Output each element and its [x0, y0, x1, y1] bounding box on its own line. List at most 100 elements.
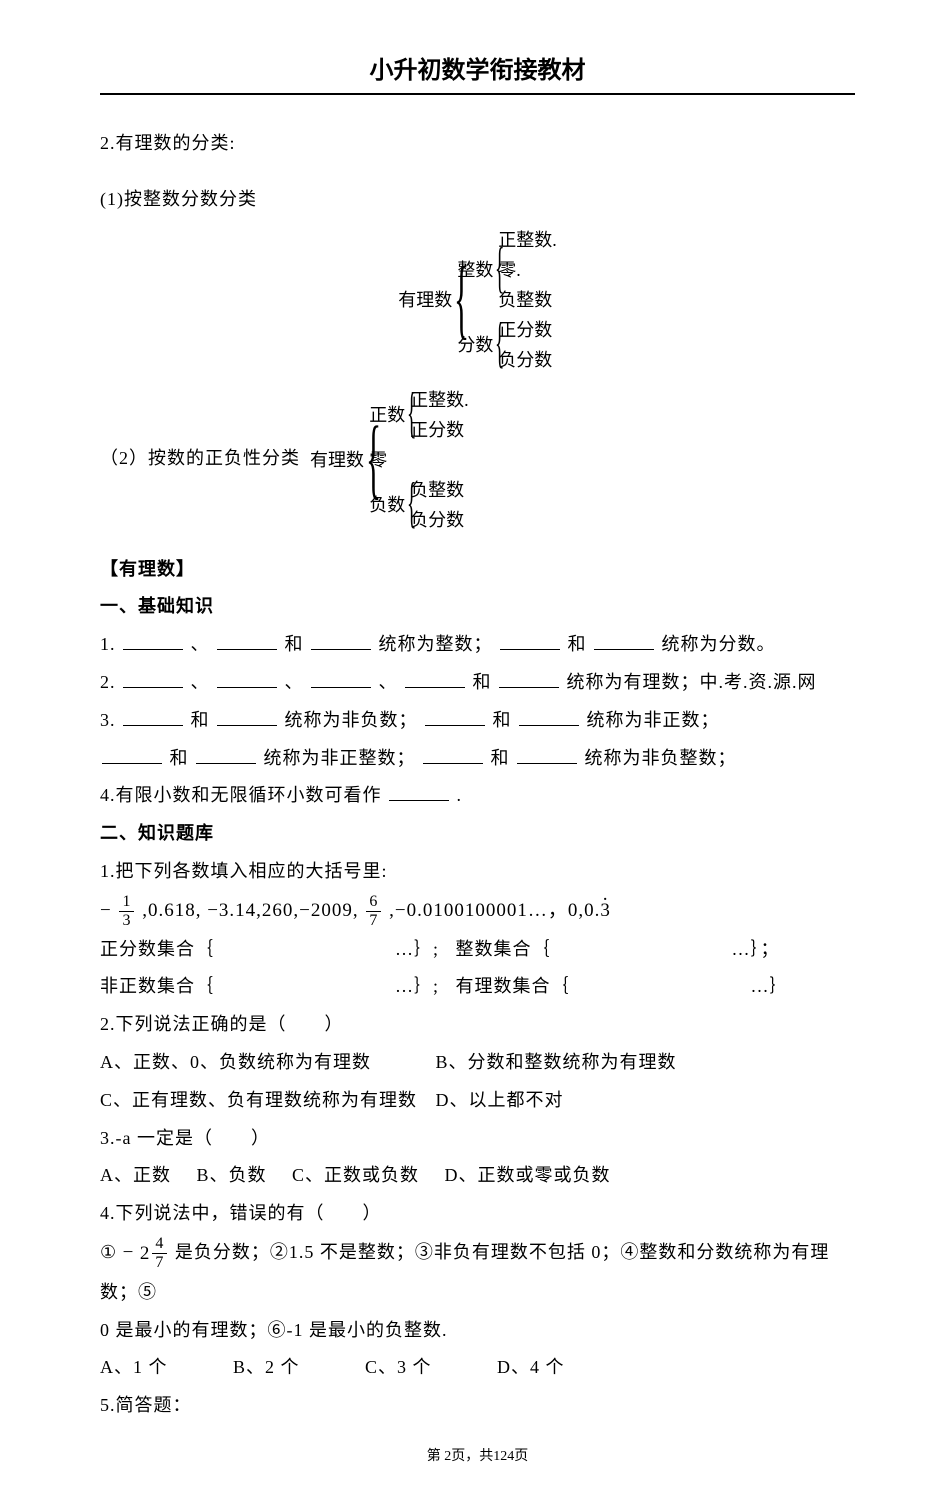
brace-icon: { [407, 478, 416, 528]
blank [500, 632, 560, 650]
q4-line: 4.有限小数和无限循环小数可看作 . [100, 777, 855, 815]
set-rational: 有理数集合｛ [456, 976, 570, 996]
q4-optB: B、2 个 [233, 1349, 300, 1387]
blank [594, 632, 654, 650]
blank [123, 708, 183, 726]
q4-optC: C、3 个 [365, 1349, 432, 1387]
set-nonpos: 非正数集合｛ [100, 976, 214, 996]
leaf-negint: 负整数 [498, 285, 557, 313]
q3-b: 和 [191, 710, 210, 730]
leaf-posfrac: 正分数 [498, 315, 552, 343]
q2-optD: D、以上都不对 [436, 1090, 564, 1110]
den: 7 [155, 1254, 164, 1271]
leaf-posint2: 正整数. [410, 385, 469, 413]
footer-page: 2 [444, 1449, 451, 1464]
document-title: 小升初数学衔接教材 [100, 50, 855, 85]
leaf-zero: 零. [498, 255, 557, 283]
blank [499, 670, 559, 688]
q1-c: 和 [285, 634, 304, 654]
leaf-posfrac2: 正分数 [410, 415, 469, 443]
q2-f: 统称为有理数；中.考.资.源.网 [567, 672, 817, 692]
q4-opts: A、1 个 B、2 个 C、3 个 D、4 个 [100, 1349, 855, 1387]
blank [217, 632, 277, 650]
repeating-3: 3 [600, 891, 611, 931]
seq2: −3.14,260,−2009, [207, 900, 358, 921]
dots4: …｝ [751, 976, 789, 996]
q3f-c: 和 [491, 748, 510, 768]
q4-s1a: ① [100, 1242, 117, 1262]
q4-text: 4.有限小数和无限循环小数可看作 [100, 785, 382, 805]
sub2-label: （2）按数的正负性分类 [100, 440, 310, 478]
den: 3 [122, 912, 131, 929]
q2-opts-row1: A、正数、0、负数统称为有理数 B、分数和整数统称为有理数 [100, 1044, 855, 1082]
q2-opts-row2: C、正有理数、负有理数统称为有理数 D、以上都不对 [100, 1082, 855, 1120]
leaf-negfrac: 负分数 [498, 345, 552, 373]
q3-e: 统称为非正数； [587, 710, 720, 730]
sub1-label: (1)按整数分数分类 [100, 181, 310, 219]
tree1-root: 有理数 [398, 286, 454, 312]
q3-optD: D、正数或零或负数 [445, 1157, 611, 1195]
p2-q5: 5.简答题： [100, 1387, 855, 1425]
blank [217, 670, 277, 688]
q4-optA: A、1 个 [100, 1349, 168, 1387]
leaf-zero2: 零 [369, 445, 468, 473]
sub2-row: （2）按数的正负性分类 有理数 { 正数 { 正整数. 正分数 零 负数 { [100, 385, 855, 533]
blank [389, 783, 449, 801]
num: 4 [152, 1236, 167, 1254]
blank [217, 708, 277, 726]
tree-1: 有理数 { 整数 { 正整数. 零. 负整数 分数 { 正分数 [100, 225, 855, 373]
blank [519, 708, 579, 726]
q3f-d: 统称为非负整数； [585, 748, 737, 768]
set-posfrac: 正分数集合｛ [100, 939, 214, 959]
dots2: …｝； [732, 939, 780, 959]
brace-icon: { [366, 418, 381, 499]
blank [196, 746, 256, 764]
q1-f: 统称为分数。 [662, 634, 776, 654]
brace-icon: { [454, 258, 469, 339]
q3-line1: 3. 和 统称为非负数； 和 统称为非正数； [100, 702, 855, 740]
part1-title: 一、基础知识 [100, 588, 855, 626]
part2-title: 二、知识题库 [100, 815, 855, 853]
page-container: 小升初数学衔接教材 2.有理数的分类: (1)按整数分数分类 有理数 { 整数 … [0, 0, 945, 1495]
footer-suffix: 页 [514, 1449, 528, 1464]
q2-d: 、 [379, 672, 398, 692]
den: 7 [369, 912, 378, 929]
q3-line2: 和 统称为非正整数； 和 统称为非负整数； [100, 740, 855, 778]
q1-line: 1. 、 和 统称为整数； 和 统称为分数。 [100, 626, 855, 664]
frac-1-3: 1 3 [119, 894, 134, 929]
num: 1 [119, 894, 134, 912]
title-underline [100, 93, 855, 95]
brace-icon: { [495, 318, 504, 368]
bracket-title: 【有理数】 [100, 551, 855, 589]
blank [405, 670, 465, 688]
minus2: − [123, 1242, 135, 1263]
blank [311, 632, 371, 650]
seq3: ,−0.0100100001…，0,0. [389, 900, 600, 921]
p2-q2: 2.下列说法正确的是（ ） [100, 1006, 855, 1044]
brace-icon: { [407, 388, 416, 438]
whole: 2 [140, 1234, 151, 1274]
q3-a: 3. [100, 710, 116, 730]
p2-q3: 3.-a 一定是（ ） [100, 1120, 855, 1158]
math-sequence: − 1 3 ,0.618, −3.14,260,−2009, 6 7 ,−0.0… [100, 891, 855, 931]
leaf-posint: 正整数. [498, 225, 557, 253]
p2-q4: 4.下列说法中，错误的有（ ） [100, 1195, 855, 1233]
brace-icon: { [495, 243, 504, 293]
q3f-a: 和 [170, 748, 189, 768]
seq1: ,0.618, [142, 900, 201, 921]
q3-optB: B、负数 [197, 1157, 267, 1195]
q2-a: 2. [100, 672, 116, 692]
q2-c: 、 [285, 672, 304, 692]
leaf-negfrac2: 负分数 [410, 505, 464, 533]
q4-s2: 0 是最小的有理数；⑥-1 是最小的负整数. [100, 1312, 855, 1350]
blank [123, 670, 183, 688]
q3-opts: A、正数 B、负数 C、正数或负数 D、正数或零或负数 [100, 1157, 855, 1195]
q2-line: 2. 、 、 、 和 统称为有理数；中.考.资.源.网 [100, 664, 855, 702]
q2-e: 和 [473, 672, 492, 692]
sets-row1: 正分数集合｛ …｝; 整数集合｛ …｝； [100, 931, 855, 969]
q2-optA: A、正数、0、负数统称为有理数 [100, 1044, 430, 1082]
set-int: 整数集合｛ [456, 939, 551, 959]
minus: − [100, 900, 112, 921]
frac-6-7: 6 7 [366, 894, 381, 929]
q4-optD: D、4 个 [497, 1349, 565, 1387]
